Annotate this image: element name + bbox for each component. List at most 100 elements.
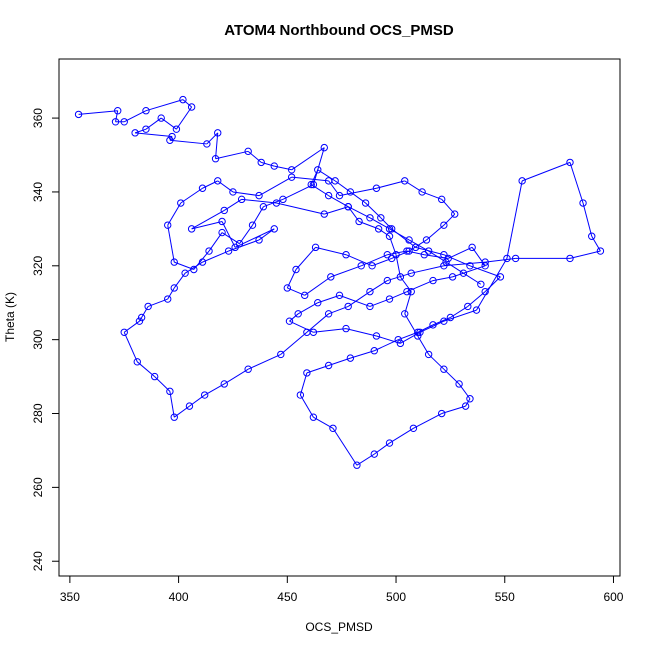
data-point: [257, 158, 265, 167]
data-point: [335, 291, 344, 300]
series-segment: [569, 162, 584, 204]
series-segment: [419, 320, 445, 333]
data-point: [466, 395, 474, 403]
data-point: [407, 287, 415, 296]
series-segment: [241, 198, 277, 204]
series-segment: [136, 361, 155, 377]
data-point: [200, 391, 209, 399]
data-point: [405, 236, 413, 244]
data-point: [466, 262, 474, 270]
data-point: [396, 339, 405, 348]
data-point: [344, 302, 352, 311]
data-point: [170, 258, 178, 266]
data-point: [283, 284, 292, 292]
data-point: [372, 332, 381, 340]
data-point: [187, 103, 196, 111]
data-point: [385, 225, 394, 233]
series-segment: [215, 132, 219, 159]
x-axis: 350 400 450 500 550 600: [60, 575, 624, 604]
data-point: [385, 295, 394, 303]
chart-title: ATOM4 Northbound OCS_PMSD: [224, 22, 454, 39]
data-point: [203, 140, 211, 148]
data-point: [272, 199, 281, 207]
data-point: [383, 251, 392, 259]
series-segment: [221, 221, 236, 248]
data-point: [309, 180, 318, 189]
series-segment: [297, 302, 319, 315]
series-segment: [315, 246, 347, 256]
series-segment: [378, 228, 390, 237]
data-point: [329, 424, 337, 432]
series-segment: [78, 110, 118, 115]
data-point: [135, 317, 144, 325]
series-segment: [282, 184, 314, 200]
data-point: [311, 243, 320, 252]
series-segment: [167, 225, 175, 263]
data-point: [401, 177, 409, 185]
series-segment: [380, 217, 393, 230]
series-segment: [258, 176, 292, 197]
data-point: [285, 317, 294, 325]
series-segment: [413, 413, 442, 429]
series-segment: [347, 291, 371, 307]
series-segment: [376, 180, 405, 189]
data-point: [437, 195, 446, 204]
data-point: [385, 232, 394, 240]
series-segment: [299, 372, 308, 396]
series-segment: [313, 416, 334, 429]
series-segment: [176, 106, 193, 130]
data-point: [220, 206, 228, 215]
data-point: [355, 217, 363, 226]
data-point: [566, 158, 574, 167]
series-segment: [317, 294, 340, 304]
series-segment: [124, 110, 147, 123]
data-point: [218, 228, 226, 237]
x-axis-label: OCS_PMSD: [305, 620, 373, 634]
data-point: [366, 214, 374, 222]
x-tick-label: 500: [386, 590, 406, 604]
data-point: [303, 369, 311, 377]
series-segment: [276, 202, 325, 215]
data-point: [296, 391, 305, 399]
data-point: [370, 450, 378, 458]
series-segment: [135, 132, 173, 138]
series-segment: [215, 150, 249, 160]
data-point: [392, 251, 400, 259]
y-tick-label: 320: [31, 255, 45, 275]
series-segment: [280, 331, 308, 355]
series-segment: [167, 202, 182, 226]
data-point: [335, 191, 344, 200]
series-segment: [469, 265, 501, 278]
series-segment: [145, 99, 184, 112]
series-segment: [465, 398, 471, 407]
series-segment: [291, 147, 325, 171]
data-point: [503, 254, 511, 263]
data-point: [401, 310, 409, 318]
data-point: [424, 247, 433, 255]
data-point: [220, 380, 228, 388]
series-segment: [582, 202, 593, 237]
data-point: [294, 310, 302, 318]
series-segment: [347, 206, 371, 219]
series-segment: [223, 368, 249, 385]
data-point: [440, 365, 448, 373]
data-point: [496, 273, 505, 281]
data-point: [346, 354, 355, 362]
data-point: [198, 258, 207, 266]
series-segment: [306, 365, 329, 374]
series-segment: [234, 228, 275, 248]
data-point: [309, 413, 318, 421]
x-tick-label: 600: [603, 590, 623, 604]
series-segment: [389, 427, 414, 444]
data-point: [324, 310, 333, 318]
data-point: [303, 328, 311, 336]
series-segment: [406, 280, 434, 293]
data-point: [142, 125, 150, 133]
series-segment: [389, 228, 410, 241]
series-segment: [443, 213, 456, 226]
data-point: [164, 295, 172, 303]
data-point: [342, 251, 350, 259]
series-segment: [350, 350, 375, 359]
